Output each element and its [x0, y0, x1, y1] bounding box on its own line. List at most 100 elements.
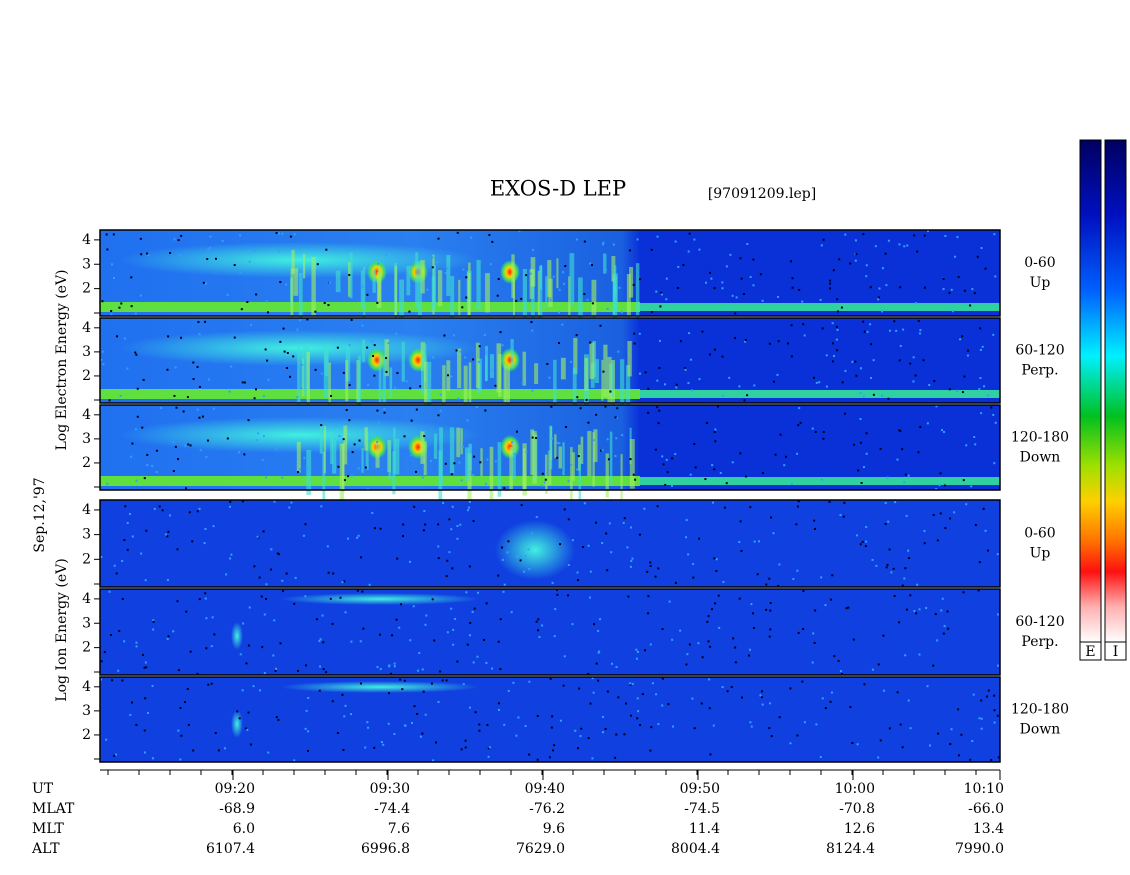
- speckle: [431, 598, 434, 601]
- speckle: [797, 500, 800, 503]
- burst: [388, 440, 392, 479]
- speckle: [633, 342, 636, 345]
- speckle: [576, 396, 579, 399]
- speckle: [485, 602, 488, 605]
- speckle: [385, 370, 388, 373]
- speckle: [715, 558, 718, 561]
- speckle: [863, 330, 866, 333]
- speckle: [862, 395, 865, 398]
- speckle: [196, 408, 199, 411]
- speckle: [585, 398, 588, 401]
- speckle: [512, 343, 515, 346]
- speckle: [121, 559, 124, 562]
- speckle: [839, 513, 842, 516]
- speckle: [801, 300, 804, 303]
- speckle: [128, 512, 131, 515]
- burst: [438, 450, 443, 509]
- speckle: [198, 385, 201, 388]
- speckle: [814, 609, 817, 612]
- speckle: [840, 306, 843, 309]
- speckle: [829, 700, 832, 703]
- burst: [415, 252, 419, 308]
- speckle: [713, 430, 716, 433]
- speckle: [367, 726, 370, 729]
- burst: [522, 448, 526, 491]
- speckle: [734, 336, 737, 339]
- speckle: [711, 501, 714, 504]
- speckle: [822, 238, 825, 241]
- color-bar: [1104, 139, 1127, 643]
- speckle: [255, 439, 258, 442]
- burst: [611, 255, 616, 282]
- speckle: [746, 242, 749, 245]
- speckle: [606, 438, 609, 441]
- speckle: [705, 422, 708, 425]
- speckle: [168, 514, 171, 517]
- speckle: [120, 302, 123, 305]
- speckle: [458, 461, 461, 464]
- y-tick-label: 3: [82, 431, 91, 447]
- speckle: [896, 458, 899, 461]
- speckle: [644, 371, 647, 374]
- speckle: [456, 537, 459, 540]
- speckle: [326, 545, 329, 548]
- speckle: [186, 687, 189, 690]
- burst: [629, 266, 634, 298]
- speckle: [185, 487, 188, 490]
- burst: [572, 452, 575, 481]
- speckle: [239, 653, 242, 656]
- speckle: [151, 685, 154, 688]
- speckle: [408, 560, 411, 563]
- speckle: [409, 387, 412, 390]
- speckle: [108, 590, 111, 593]
- speckle: [494, 460, 497, 463]
- speckle: [836, 310, 839, 313]
- burst: [602, 253, 607, 274]
- speckle: [123, 539, 126, 542]
- speckle: [709, 645, 712, 648]
- pitch-range: 120-180: [1011, 430, 1069, 446]
- speckle: [177, 729, 180, 732]
- burst: [345, 360, 349, 402]
- speckle: [615, 665, 618, 668]
- burst: [399, 279, 405, 325]
- speckle: [344, 611, 347, 614]
- speckle: [895, 329, 898, 332]
- speckle: [265, 583, 268, 586]
- speckle: [288, 506, 291, 509]
- burst: [290, 268, 294, 319]
- speckle: [641, 693, 644, 696]
- speckle: [185, 610, 188, 613]
- speckle: [293, 233, 296, 236]
- speckle: [431, 266, 434, 269]
- speckle: [649, 643, 652, 646]
- speckle: [305, 664, 308, 667]
- speckle: [630, 526, 633, 529]
- speckle: [636, 697, 639, 700]
- speckle: [470, 236, 473, 239]
- speckle: [146, 453, 149, 456]
- speckle: [657, 723, 660, 726]
- speckle: [366, 293, 369, 296]
- speckle: [267, 378, 270, 381]
- speckle: [325, 671, 328, 674]
- speckle: [396, 557, 399, 560]
- speckle: [293, 602, 296, 605]
- speckle: [421, 476, 424, 479]
- speckle: [348, 273, 351, 276]
- speckle: [665, 298, 668, 301]
- speckle: [898, 243, 901, 246]
- speckle: [661, 704, 664, 707]
- speckle: [135, 479, 138, 482]
- speckle: [523, 570, 526, 573]
- speckle: [739, 257, 742, 260]
- speckle: [488, 746, 491, 749]
- speckle: [385, 268, 388, 271]
- speckle: [577, 455, 580, 458]
- speckle: [445, 575, 448, 578]
- speckle: [725, 482, 728, 485]
- speckle: [623, 517, 626, 520]
- speckle: [409, 639, 412, 642]
- speckle: [629, 565, 632, 568]
- speckle: [172, 630, 175, 633]
